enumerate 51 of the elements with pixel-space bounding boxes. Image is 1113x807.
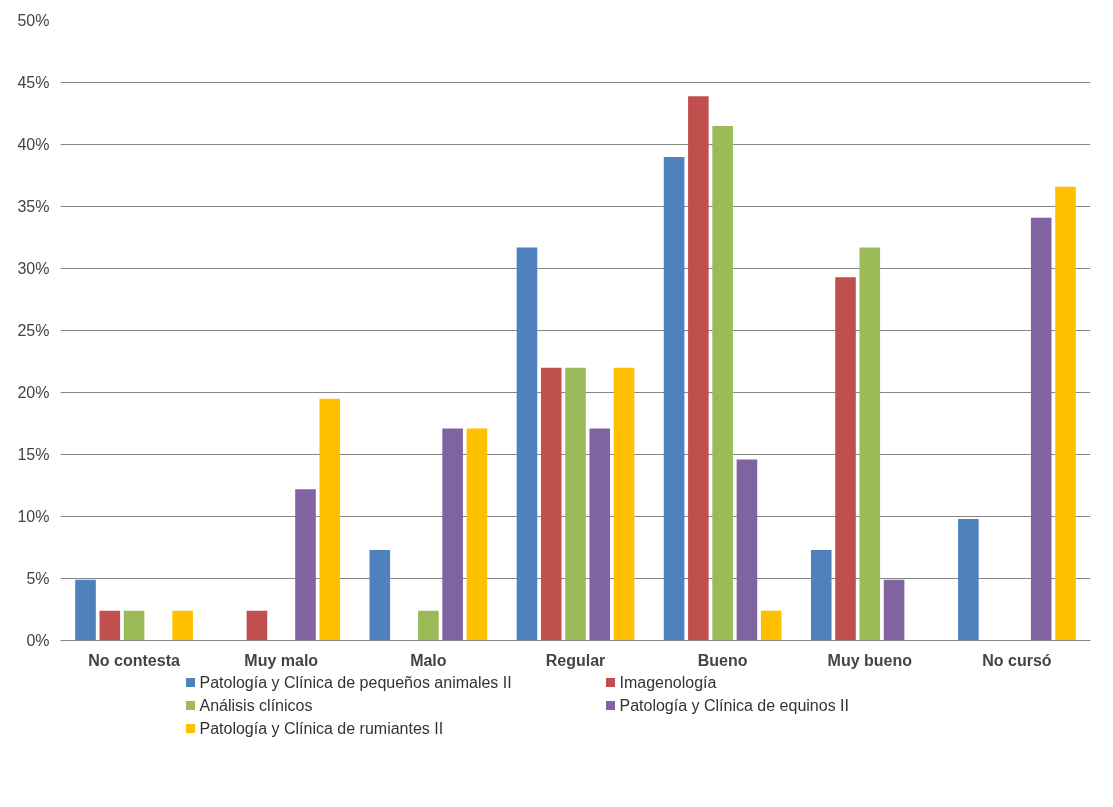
y-tick-label: 20% — [17, 384, 50, 401]
bar — [369, 549, 391, 641]
x-tick-label: No contesta — [88, 651, 180, 669]
bar — [442, 428, 463, 641]
legend-label: Patología y Clínica de pequeños animales II — [199, 674, 512, 691]
bar — [613, 367, 635, 641]
bar — [859, 247, 881, 641]
bar — [760, 610, 782, 641]
y-tick-label: 35% — [17, 198, 50, 215]
bar — [1055, 186, 1076, 641]
x-tick-label: Muy malo — [244, 651, 319, 669]
bar — [688, 96, 709, 641]
bar — [540, 367, 562, 641]
bar — [810, 549, 832, 641]
y-tick-label: 15% — [17, 446, 50, 463]
bar — [516, 247, 538, 641]
bar — [883, 579, 905, 641]
x-tick-label: Muy bueno — [827, 651, 913, 669]
bar — [663, 156, 685, 641]
legend-label: Imagenología — [619, 674, 717, 691]
y-tick-label: 25% — [17, 322, 50, 339]
bar — [123, 610, 145, 641]
bar — [736, 459, 758, 641]
bar — [1030, 217, 1052, 641]
bar — [835, 277, 856, 641]
x-tick-label: Malo — [410, 651, 447, 669]
x-tick-label: No cursó — [982, 651, 1052, 669]
legend-label: Análisis clínicos — [199, 697, 313, 714]
x-tick-label: Regular — [545, 651, 606, 669]
y-tick-label: 50% — [17, 12, 50, 29]
bar — [246, 610, 268, 641]
bar — [75, 579, 96, 641]
legend-label: Patología y Clínica de equinos II — [619, 697, 849, 714]
bar — [589, 428, 611, 641]
y-tick-label: 0% — [26, 632, 50, 649]
bar — [466, 428, 488, 641]
y-tick-label: 5% — [26, 570, 50, 587]
y-tick-label: 45% — [17, 74, 50, 91]
bar — [418, 610, 439, 641]
bar — [319, 398, 341, 641]
y-tick-label: 10% — [17, 508, 50, 525]
y-tick-label: 30% — [17, 260, 50, 277]
bar — [712, 125, 733, 641]
x-tick-label: Bueno — [697, 651, 748, 669]
bar — [565, 367, 586, 641]
bar — [958, 518, 979, 641]
legend-label: Patología y Clínica de rumiantes II — [199, 720, 444, 737]
y-tick-label: 40% — [17, 136, 50, 153]
bar — [99, 610, 121, 641]
bar — [172, 610, 193, 641]
bar — [295, 489, 316, 641]
